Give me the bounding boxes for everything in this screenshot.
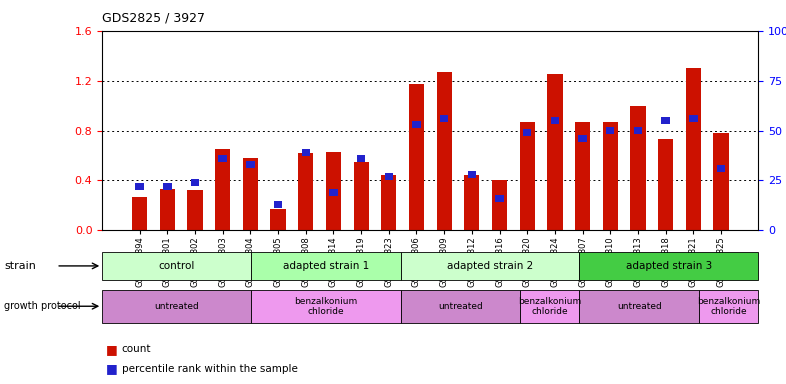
Bar (413, 121, 421, 128)
Bar (354, 162, 369, 230)
Bar (630, 106, 645, 230)
Bar (191, 179, 199, 186)
Bar (685, 68, 701, 230)
Bar (329, 189, 338, 196)
Bar (689, 115, 697, 122)
Bar (187, 190, 203, 230)
Text: ■: ■ (106, 343, 118, 356)
Bar (102, 252, 252, 280)
Bar (579, 252, 758, 280)
Bar (252, 290, 401, 323)
Bar (578, 135, 587, 142)
Text: GDS2825 / 3927: GDS2825 / 3927 (102, 11, 205, 24)
Bar (302, 149, 310, 156)
Bar (606, 127, 615, 134)
Text: benzalkonium
chloride: benzalkonium chloride (294, 296, 358, 316)
Bar (215, 149, 230, 230)
Bar (163, 183, 171, 190)
Text: count: count (122, 344, 152, 354)
Bar (274, 201, 282, 208)
Bar (523, 129, 531, 136)
Text: ■: ■ (106, 362, 118, 375)
Bar (243, 158, 258, 230)
Bar (401, 290, 520, 323)
Bar (381, 175, 396, 230)
Bar (465, 175, 479, 230)
Text: benzalkonium
chloride: benzalkonium chloride (518, 296, 582, 316)
Bar (699, 290, 758, 323)
Bar (436, 72, 452, 230)
Bar (468, 171, 476, 178)
Text: untreated: untreated (438, 302, 483, 311)
Bar (270, 209, 285, 230)
Bar (135, 183, 144, 190)
Bar (547, 74, 563, 230)
Bar (717, 165, 725, 172)
Text: control: control (159, 261, 195, 271)
Text: adapted strain 2: adapted strain 2 (447, 261, 533, 271)
Text: adapted strain 1: adapted strain 1 (283, 261, 369, 271)
Bar (219, 155, 227, 162)
Text: percentile rank within the sample: percentile rank within the sample (122, 364, 298, 374)
Bar (409, 84, 424, 230)
Bar (326, 152, 341, 230)
Bar (102, 290, 252, 323)
Bar (401, 252, 579, 280)
Bar (714, 133, 729, 230)
Text: benzalkonium
chloride: benzalkonium chloride (697, 296, 760, 316)
Text: untreated: untreated (154, 302, 199, 311)
Bar (662, 117, 670, 124)
Bar (246, 161, 255, 168)
Bar (298, 153, 314, 230)
Bar (495, 195, 504, 202)
Bar (384, 173, 393, 180)
Bar (160, 189, 175, 230)
Text: growth protocol: growth protocol (4, 301, 80, 311)
Bar (634, 127, 642, 134)
Bar (551, 117, 559, 124)
Bar (252, 252, 401, 280)
Text: strain: strain (4, 261, 36, 271)
Bar (520, 290, 579, 323)
Bar (658, 139, 674, 230)
Text: adapted strain 3: adapted strain 3 (626, 261, 712, 271)
Bar (492, 180, 507, 230)
Text: untreated: untreated (617, 302, 662, 311)
Bar (132, 197, 147, 230)
Bar (357, 155, 365, 162)
Bar (575, 122, 590, 230)
Bar (520, 122, 534, 230)
Bar (603, 122, 618, 230)
Bar (440, 115, 448, 122)
Bar (579, 290, 699, 323)
